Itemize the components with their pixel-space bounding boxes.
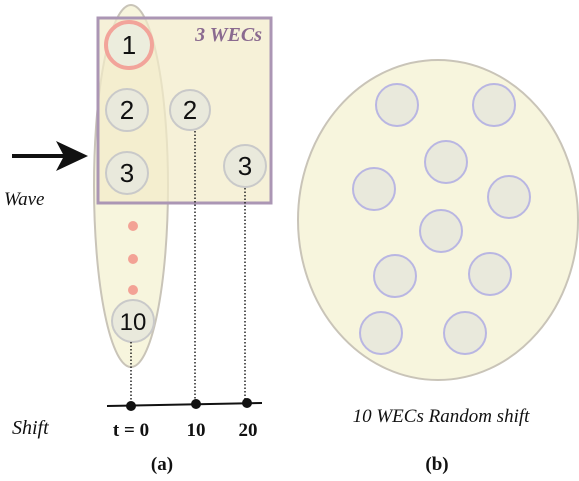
ellipsis-dot [128,254,138,264]
wec-number-10: 10 [120,309,147,336]
random-wec-node [424,140,468,184]
box-label: 3 WECs [194,24,262,46]
shift-marker-10 [191,399,201,409]
random-shift-title: 10 WECs Random shift [353,406,531,427]
caption-a: (a) [151,454,173,475]
random-wec-node [359,311,403,355]
wec-shifted-3: 3 [223,144,267,188]
wave-arrow-head [56,141,88,171]
wec-shifted-2: 2 [169,89,211,131]
wec-node-10: 10 [111,299,155,343]
wec-shifted-number-3: 3 [238,151,252,181]
random-wec-node [375,83,419,127]
random-wec-node [443,311,487,355]
random-wec-node [487,175,531,219]
random-wec-node [373,254,417,298]
ellipsis-dot [128,221,138,231]
wec-number-2: 2 [120,95,134,125]
wec-node-2: 2 [105,88,149,132]
random-wec-node [468,252,512,296]
random-wec-nodes [352,83,531,355]
tick-label-20: 20 [239,420,258,441]
wec-number-1: 1 [122,30,136,60]
ellipsis-dot [128,285,138,295]
shift-marker-0 [126,401,136,411]
wec-shifted-number-2: 2 [183,95,197,125]
tick-label-10: 10 [187,420,206,441]
random-wec-node [352,167,396,211]
shift-label: Shift [12,417,49,439]
wec-number-3: 3 [120,158,134,188]
shift-marker-20 [242,398,252,408]
random-wec-node [419,209,463,253]
wec-node-3: 3 [105,151,149,195]
tick-label-0: t = 0 [113,420,149,441]
random-wec-node [472,83,516,127]
wec-node-1: 1 [104,20,154,70]
wave-label: Wave [4,189,44,210]
caption-b: (b) [425,454,448,475]
